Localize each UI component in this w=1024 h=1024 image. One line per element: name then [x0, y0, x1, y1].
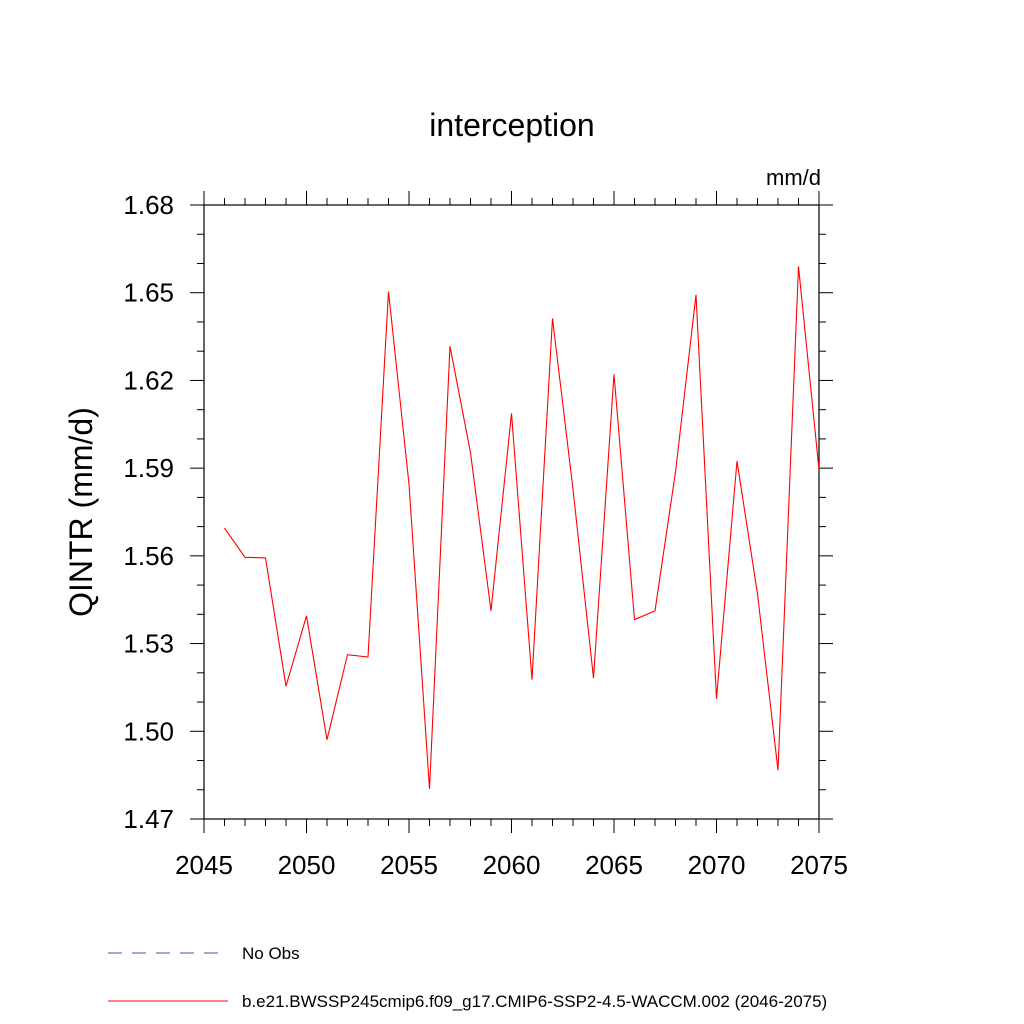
y-axis-label: QINTR (mm/d): [63, 407, 99, 617]
axis-ticks: [190, 191, 833, 833]
data-point: [674, 470, 677, 473]
data-point: [346, 653, 349, 656]
x-tick-label: 2055: [380, 850, 438, 880]
legend-label: b.e21.BWSSP245cmip6.f09_g17.CMIP6-SSP2-4…: [242, 992, 827, 1011]
legend-label: No Obs: [242, 944, 300, 963]
x-tick-labels: 2045 2050 2055 2060 2065 2070 2075: [175, 850, 848, 880]
y-tick-label: 1.59: [123, 453, 174, 483]
data-point: [797, 265, 800, 268]
series-line: [224, 266, 820, 789]
data-point: [305, 614, 308, 617]
x-tick-label: 2070: [688, 850, 746, 880]
y-tick-label: 1.50: [123, 716, 174, 746]
data-point: [223, 527, 226, 530]
y-tick-labels: 1.47 1.50 1.53 1.56 1.59 1.62 1.65 1.68: [123, 190, 174, 834]
data-point: [777, 769, 780, 772]
x-tick-label: 2065: [585, 850, 643, 880]
x-tick-label: 2050: [278, 850, 336, 880]
data-point: [264, 556, 267, 559]
data-point: [408, 483, 411, 486]
plot-frame: [203, 204, 820, 820]
data-point: [592, 677, 595, 680]
y-tick-label: 1.53: [123, 629, 174, 659]
data-point: [285, 685, 288, 688]
data-point: [531, 678, 534, 681]
data-point: [695, 293, 698, 296]
data-point: [756, 592, 759, 595]
data-point: [736, 460, 739, 463]
data-point: [326, 738, 329, 741]
data-point: [244, 556, 247, 559]
y-tick-label: 1.65: [123, 278, 174, 308]
data-point: [387, 290, 390, 293]
data-point: [490, 609, 493, 612]
data-point: [715, 697, 718, 700]
data-point: [633, 618, 636, 621]
data-point: [469, 451, 472, 454]
data-point: [367, 656, 370, 659]
data-point: [613, 373, 616, 376]
x-tick-label: 2075: [790, 850, 848, 880]
data-point: [551, 317, 554, 320]
x-tick-label: 2045: [175, 850, 233, 880]
x-tick-label: 2060: [483, 850, 541, 880]
data-point: [818, 468, 821, 471]
units-label: mm/d: [766, 165, 821, 190]
data-point: [449, 345, 452, 348]
data-point: [572, 488, 575, 491]
data-point: [510, 412, 513, 415]
chart-title: interception: [429, 107, 594, 143]
data-point: [654, 609, 657, 612]
y-tick-label: 1.47: [123, 804, 174, 834]
y-tick-label: 1.56: [123, 541, 174, 571]
data-point: [428, 787, 431, 790]
y-tick-label: 1.62: [123, 365, 174, 395]
y-tick-label: 1.68: [123, 190, 174, 220]
legend: No Obs b.e21.BWSSP245cmip6.f09_g17.CMIP6-…: [108, 944, 827, 1011]
